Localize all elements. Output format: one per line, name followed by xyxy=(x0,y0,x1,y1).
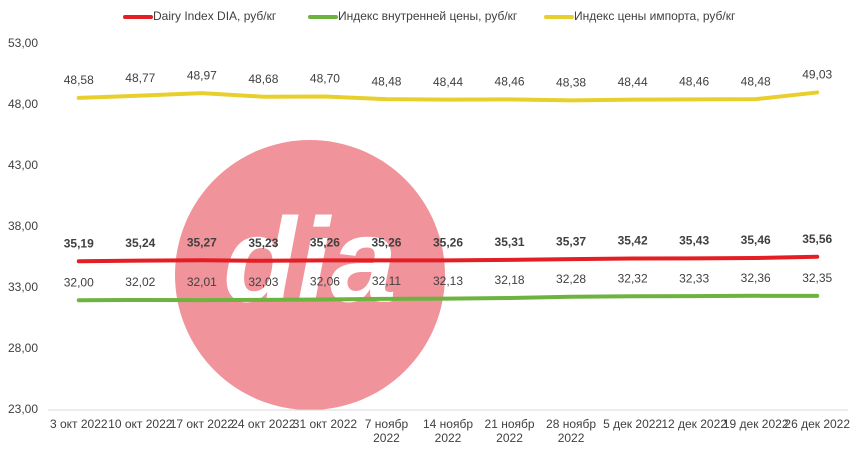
x-tick-label: 7 ноябр 2022 xyxy=(364,417,409,445)
data-label: 35,37 xyxy=(556,234,586,248)
y-tick-label: 53,00 xyxy=(8,36,38,50)
x-tick-label: 12 дек 2022 xyxy=(661,417,727,431)
data-label: 35,43 xyxy=(679,234,709,248)
x-tick-label: 10 окт 2022 xyxy=(108,417,173,431)
x-tick-label: 3 окт 2022 xyxy=(49,417,108,431)
data-label: 35,31 xyxy=(495,235,525,249)
data-label: 32,02 xyxy=(125,275,155,289)
data-label: 35,19 xyxy=(64,236,94,250)
data-label: 35,46 xyxy=(741,233,771,247)
data-label: 48,58 xyxy=(64,73,94,87)
y-tick-label: 33,00 xyxy=(8,280,38,294)
data-label: 32,01 xyxy=(187,275,217,289)
x-tick-label: 31 окт 2022 xyxy=(292,417,358,431)
data-label: 48,46 xyxy=(495,75,525,89)
data-label: 32,28 xyxy=(556,272,586,286)
x-tick-label: 19 дек 2022 xyxy=(722,417,789,431)
legend-label: Индекс внутренней цены, руб/кг xyxy=(338,9,518,23)
data-label: 48,70 xyxy=(310,72,340,86)
y-tick-label: 28,00 xyxy=(8,341,38,355)
series-line xyxy=(76,254,820,264)
data-label: 48,44 xyxy=(433,75,463,89)
data-label: 32,35 xyxy=(802,271,832,285)
data-label: 35,26 xyxy=(310,236,340,250)
data-label: 35,26 xyxy=(433,236,463,250)
y-tick-label: 38,00 xyxy=(8,219,38,233)
data-label: 48,97 xyxy=(187,68,217,82)
y-tick-label: 48,00 xyxy=(8,97,38,111)
data-label: 48,38 xyxy=(556,76,586,90)
data-label: 48,48 xyxy=(741,74,771,88)
data-label: 32,13 xyxy=(433,274,463,288)
data-label: 48,44 xyxy=(618,75,648,89)
legend-label: Dairy Index DIA, руб/кг xyxy=(153,9,277,23)
data-label: 35,42 xyxy=(618,234,648,248)
data-label: 35,56 xyxy=(802,232,832,246)
y-tick-label: 43,00 xyxy=(8,158,38,172)
x-tick-label: 28 ноябр 2022 xyxy=(546,417,597,445)
data-label: 48,77 xyxy=(125,71,155,85)
x-tick-label: 24 окт 2022 xyxy=(231,417,296,431)
x-tick-label: 26 дек 2022 xyxy=(784,417,851,431)
series-line xyxy=(76,293,820,303)
data-label: 35,26 xyxy=(371,236,401,250)
y-tick-label: 23,00 xyxy=(8,402,38,416)
data-label: 35,24 xyxy=(125,236,155,250)
x-tick-label: 17 окт 2022 xyxy=(169,417,234,431)
data-label: 32,18 xyxy=(495,273,525,287)
data-label: 35,27 xyxy=(187,235,217,249)
data-label: 48,68 xyxy=(248,72,278,86)
logo-circle xyxy=(175,140,445,410)
x-tick-label: 14 ноябр 2022 xyxy=(422,417,474,445)
series-line xyxy=(76,90,820,103)
data-label: 49,03 xyxy=(802,68,832,82)
data-label: 32,06 xyxy=(310,275,340,289)
data-label: 32,36 xyxy=(741,271,771,285)
legend-label: Индекс цены импорта, руб/кг xyxy=(574,9,736,23)
data-label: 32,03 xyxy=(248,275,278,289)
data-label: 32,32 xyxy=(618,271,648,285)
data-label: 32,00 xyxy=(64,275,94,289)
data-label: 48,48 xyxy=(371,74,401,88)
data-label: 32,11 xyxy=(372,274,401,288)
data-label: 32,33 xyxy=(679,271,709,285)
x-tick-label: 5 дек 2022 xyxy=(603,417,663,431)
data-label: 35,23 xyxy=(248,236,278,250)
x-tick-label: 21 ноябр 2022 xyxy=(484,417,535,445)
data-label: 48,46 xyxy=(679,75,709,89)
